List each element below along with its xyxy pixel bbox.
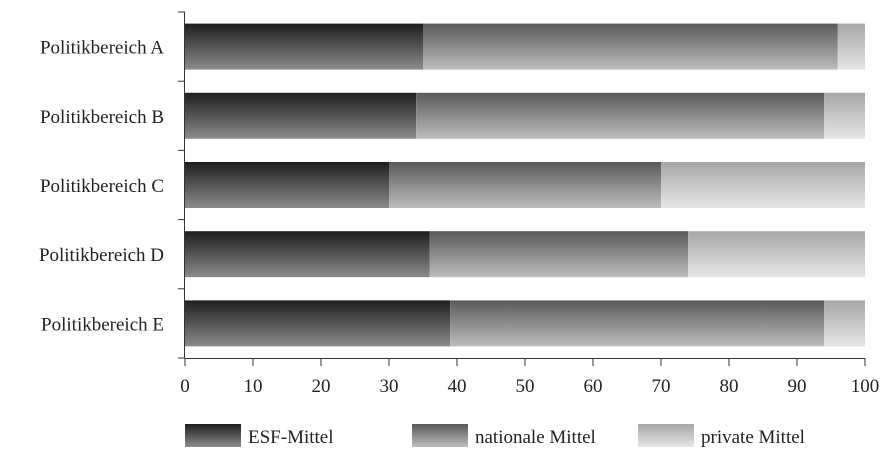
- x-tick-label: 40: [448, 376, 467, 397]
- legend-swatch-esf-mittel: [185, 424, 241, 447]
- bar-politikbereich-e-esf-mittel: [185, 300, 451, 347]
- x-tick-label: 50: [516, 376, 535, 397]
- legend-swatch-private-mittel: [638, 424, 694, 447]
- legend: ESF-Mittel nationale Mittel private Mittel: [185, 424, 805, 448]
- bar-politikbereich-a-esf-mittel: [185, 23, 423, 70]
- x-tick-label: 70: [652, 376, 671, 397]
- bar-politikbereich-d-nationale-mittel: [429, 231, 689, 278]
- category-label: Politikbereich A: [40, 38, 164, 59]
- bar-politikbereich-c-nationale-mittel: [389, 162, 661, 208]
- axes-group: Politikbereich A Politikbereich B Politikb…: [39, 11, 880, 397]
- bar-politikbereich-d-esf-mittel: [185, 231, 430, 278]
- legend-label-nationale-mittel: nationale Mittel: [475, 427, 596, 448]
- legend-label-private-mittel: private Mittel: [701, 427, 805, 448]
- x-tick-label: 90: [788, 376, 807, 397]
- x-tick-label: 30: [380, 376, 399, 397]
- bar-politikbereich-d-private-mittel: [688, 231, 865, 278]
- legend-swatch-nationale-mittel: [412, 424, 468, 447]
- x-tick-label: 80: [720, 376, 739, 397]
- x-tick-label: 20: [312, 376, 331, 397]
- bar-politikbereich-a-private-mittel: [837, 23, 865, 70]
- x-tick-label: 0: [180, 376, 190, 397]
- bar-politikbereich-e-nationale-mittel: [450, 300, 825, 347]
- bar-politikbereich-a-nationale-mittel: [423, 23, 838, 70]
- category-label: Politikbereich D: [39, 245, 164, 266]
- category-label: Politikbereich C: [40, 176, 164, 197]
- bar-politikbereich-b-esf-mittel: [185, 92, 417, 139]
- bar-politikbereich-b-nationale-mittel: [416, 92, 825, 139]
- bar-politikbereich-b-private-mittel: [824, 92, 865, 139]
- bars-group: [185, 23, 865, 347]
- x-tick-label: 100: [851, 376, 880, 397]
- legend-label-esf-mittel: ESF-Mittel: [248, 427, 334, 448]
- category-label: Politikbereich B: [40, 107, 164, 128]
- x-tick-label: 60: [584, 376, 603, 397]
- bar-politikbereich-c-esf-mittel: [185, 162, 389, 208]
- category-label: Politikbereich E: [41, 314, 164, 335]
- bar-politikbereich-c-private-mittel: [661, 162, 865, 208]
- bar-politikbereich-e-private-mittel: [824, 300, 865, 347]
- x-tick-label: 10: [244, 376, 263, 397]
